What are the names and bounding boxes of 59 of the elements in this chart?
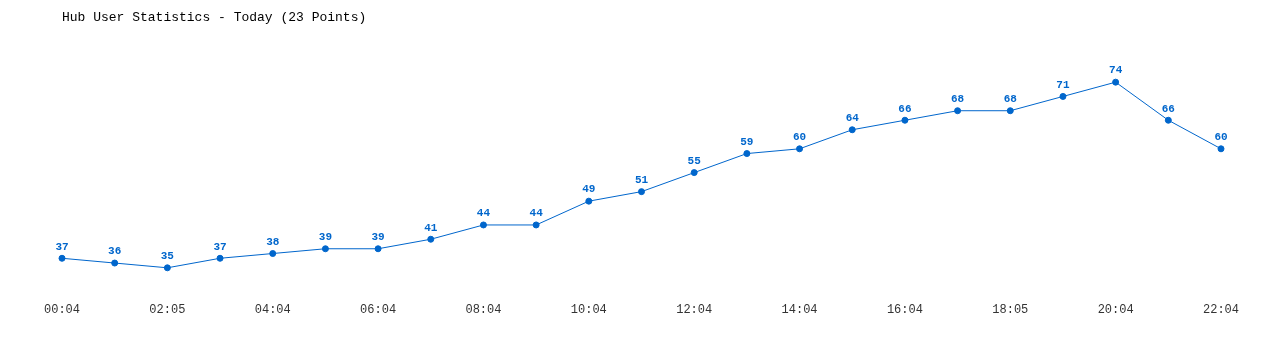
point	[1112, 78, 1120, 86]
data-label: 60	[792, 131, 807, 144]
data-label: 66	[898, 102, 912, 115]
point	[216, 254, 224, 262]
chart-title: Hub User Statistics - Today (23 Points)	[62, 10, 367, 26]
point	[374, 245, 382, 253]
data-label: 44	[476, 207, 491, 220]
point	[796, 145, 804, 153]
data-label: 64	[845, 112, 860, 125]
x-tick-label: 06:04	[360, 302, 397, 317]
data-label: 36	[108, 245, 122, 258]
x-tick-label: 22:04	[1202, 302, 1240, 317]
point	[690, 169, 698, 177]
x-tick-label: 18:05	[992, 302, 1029, 317]
data-label: 68	[1003, 92, 1018, 105]
x-tick-label: 04:04	[254, 302, 291, 317]
point	[1059, 92, 1067, 100]
data-label: 49	[582, 183, 596, 196]
data-label: 51	[634, 173, 649, 186]
point	[427, 235, 435, 243]
point	[954, 107, 962, 115]
data-label: 37	[213, 240, 227, 253]
data-label: 68	[950, 92, 965, 105]
point	[1164, 116, 1172, 124]
x-tick-label: 00:04	[43, 302, 81, 317]
point	[269, 250, 277, 258]
x-tick-label: 02:05	[149, 302, 186, 317]
data-label: 59	[740, 135, 754, 148]
data-label: 66	[1161, 102, 1175, 115]
data-label: 55	[687, 154, 702, 167]
point	[1006, 107, 1014, 115]
point	[1217, 145, 1225, 153]
x-tick-label: 10:04	[570, 302, 607, 317]
data-label: 38	[266, 235, 280, 248]
point	[321, 245, 329, 253]
data-label: 39	[318, 231, 333, 244]
x-tick-label: 14:04	[781, 302, 818, 317]
point	[532, 221, 540, 229]
point	[58, 254, 66, 262]
data-label: 35	[160, 250, 175, 263]
point	[743, 150, 751, 158]
point	[163, 264, 171, 272]
point	[479, 221, 487, 229]
data-label: 60	[1214, 131, 1228, 144]
point	[638, 188, 645, 196]
data-label: 41	[424, 221, 438, 234]
data-label: 71	[1056, 78, 1070, 91]
x-tick-label: 08:04	[465, 302, 502, 317]
point	[585, 197, 593, 205]
point	[111, 259, 119, 267]
data-label: 74	[1109, 64, 1123, 77]
point	[901, 116, 909, 124]
x-tick-label: 12:04	[676, 302, 713, 317]
x-tick-label: 16:04	[886, 302, 923, 317]
data-label: 37	[55, 240, 69, 253]
data-label: 44	[529, 207, 544, 220]
data-label: 39	[371, 231, 385, 244]
x-tick-label: 20:04	[1097, 302, 1134, 317]
point	[848, 126, 856, 134]
